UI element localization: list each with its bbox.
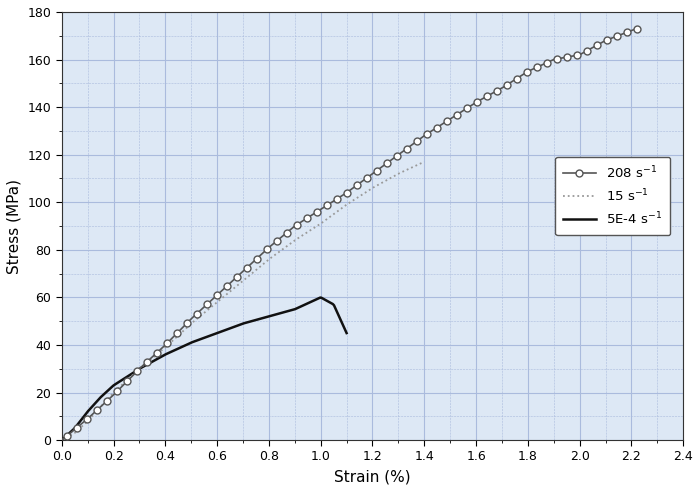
Y-axis label: Stress (MPa): Stress (MPa) <box>7 179 22 273</box>
X-axis label: Strain (%): Strain (%) <box>334 469 411 484</box>
Legend: 208 s$^{-1}$, 15 s$^{-1}$, 5E-4 s$^{-1}$: 208 s$^{-1}$, 15 s$^{-1}$, 5E-4 s$^{-1}$ <box>555 157 671 236</box>
